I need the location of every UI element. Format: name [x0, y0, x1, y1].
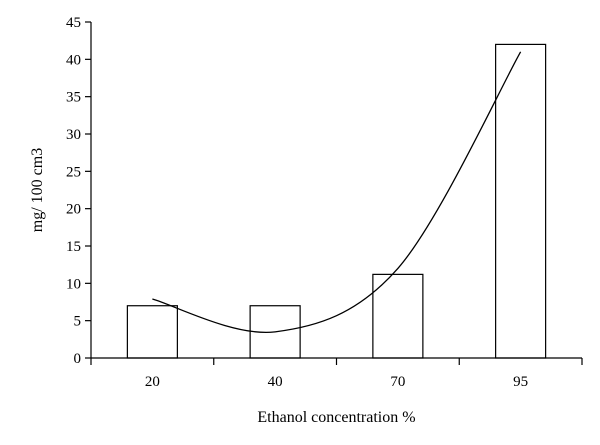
- x-tick-label: 95: [513, 374, 528, 390]
- y-tick-label: 40: [66, 52, 81, 68]
- x-axis-title: Ethanol concentration %: [257, 409, 415, 426]
- y-tick-label: 0: [74, 351, 82, 367]
- x-tick-label: 70: [390, 374, 405, 390]
- y-tick-label: 10: [66, 276, 81, 292]
- y-tick-label: 20: [66, 202, 81, 218]
- y-axis-ticks: 0 5 10 15 20 25 30 35 40 45: [66, 15, 91, 367]
- x-tick-label: 20: [145, 374, 160, 390]
- x-tick-label: 40: [268, 374, 283, 390]
- y-tick-label: 30: [66, 127, 81, 143]
- y-tick-label: 45: [66, 15, 81, 31]
- y-tick-label: 15: [66, 239, 81, 255]
- bar: [126, 305, 178, 359]
- y-axis-title: mg/ 100 cm3: [29, 148, 46, 232]
- bar: [495, 43, 547, 359]
- trend-line: [152, 51, 522, 334]
- bar-series: [126, 43, 547, 359]
- y-tick-label: 35: [66, 90, 81, 106]
- x-axis-ticks: 20 40 70 95: [90, 358, 583, 390]
- y-tick-label: 5: [74, 314, 82, 330]
- y-tick-label: 25: [66, 164, 81, 180]
- bar: [372, 273, 424, 359]
